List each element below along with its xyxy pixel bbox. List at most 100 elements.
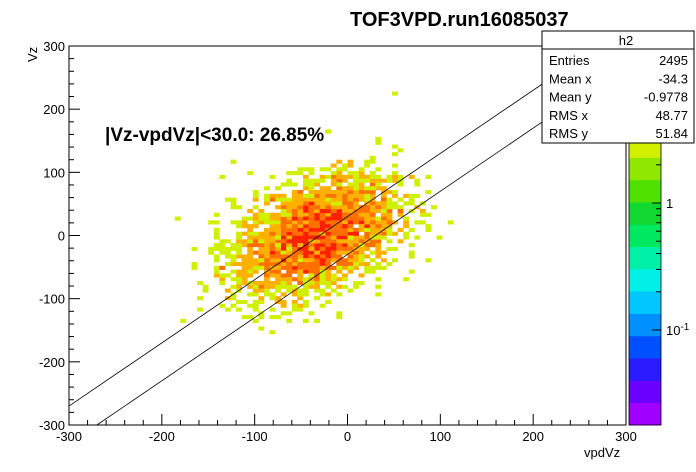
heatmap-cell bbox=[280, 201, 287, 206]
heatmap-cell bbox=[269, 235, 276, 240]
heatmap-cell bbox=[297, 171, 304, 176]
heatmap-cell bbox=[341, 235, 348, 240]
heatmap-cell bbox=[347, 254, 354, 259]
heatmap-cell bbox=[353, 212, 359, 217]
heatmap-cell bbox=[375, 254, 382, 259]
heatmap-cell bbox=[314, 227, 320, 233]
heatmap-cell bbox=[308, 205, 315, 210]
heatmap-cell bbox=[297, 277, 304, 282]
heatmap-cell bbox=[347, 231, 354, 236]
heatmap-cell bbox=[375, 235, 382, 240]
heatmap-cell bbox=[336, 265, 343, 270]
heatmap-cell bbox=[330, 182, 337, 187]
heatmap-cell bbox=[263, 212, 270, 217]
heatmap-cell bbox=[392, 231, 398, 236]
palette-segment bbox=[629, 291, 661, 314]
heatmap-cell bbox=[314, 212, 320, 217]
heatmap-cell bbox=[353, 227, 359, 233]
heatmap-cell bbox=[392, 171, 398, 176]
heatmap-cell bbox=[291, 190, 298, 195]
heatmap-cell bbox=[347, 243, 354, 248]
heatmap-cell bbox=[275, 284, 281, 289]
heatmap-cell bbox=[302, 216, 309, 221]
heatmap-cell bbox=[247, 171, 254, 176]
heatmap-cell bbox=[230, 205, 237, 210]
heatmap-cell bbox=[319, 235, 326, 240]
heatmap-cell bbox=[358, 171, 365, 176]
y-tick-label: -200 bbox=[39, 355, 65, 370]
heatmap-cell bbox=[319, 227, 326, 233]
heatmap-cell bbox=[280, 292, 287, 297]
heatmap-cell bbox=[330, 277, 337, 282]
heatmap-cell bbox=[297, 205, 304, 210]
heatmap-cell bbox=[269, 330, 276, 335]
heatmap-cell bbox=[302, 250, 309, 255]
palette-segment bbox=[629, 358, 661, 381]
heatmap-cell bbox=[336, 254, 343, 259]
heatmap-cell bbox=[230, 254, 237, 259]
heatmap-cell bbox=[275, 250, 281, 255]
heatmap-cell bbox=[364, 262, 371, 267]
heatmap-cell bbox=[375, 292, 382, 297]
x-tick-label: 0 bbox=[344, 429, 351, 444]
heatmap-cell bbox=[375, 167, 382, 172]
stats-label: Entries bbox=[549, 53, 590, 68]
heatmap-cell bbox=[280, 246, 287, 251]
heatmap-cell bbox=[197, 280, 203, 286]
heatmap-cell bbox=[358, 254, 365, 259]
stats-value: 51.84 bbox=[655, 126, 688, 141]
heatmap-cell bbox=[286, 311, 293, 316]
heatmap-cell bbox=[213, 235, 220, 240]
heatmap-cell bbox=[369, 227, 376, 233]
heatmap-cell bbox=[308, 284, 315, 289]
heatmap-cell bbox=[397, 197, 404, 202]
heatmap-cell bbox=[408, 243, 415, 248]
heatmap-cell bbox=[258, 265, 265, 270]
heatmap-cell bbox=[258, 296, 265, 301]
heatmap-cell bbox=[369, 155, 376, 160]
heatmap-cell bbox=[280, 197, 287, 202]
heatmap-cell bbox=[325, 186, 332, 191]
heatmap-cell bbox=[247, 246, 254, 251]
heatmap-cell bbox=[252, 212, 259, 217]
heatmap-cell bbox=[330, 273, 337, 278]
heatmap-cell bbox=[247, 243, 254, 248]
heatmap-cell bbox=[297, 220, 304, 225]
heatmap-cell bbox=[269, 174, 276, 179]
heatmap-cell bbox=[319, 208, 326, 214]
heatmap-cell bbox=[258, 254, 265, 259]
heatmap-cell bbox=[386, 212, 393, 217]
heatmap-cell bbox=[347, 216, 354, 221]
heatmap-cell bbox=[336, 205, 343, 210]
heatmap-cell bbox=[403, 201, 410, 206]
heatmap-cell bbox=[258, 280, 265, 286]
heatmap-cell bbox=[241, 273, 248, 278]
heatmap-cell bbox=[263, 243, 270, 248]
heatmap-cell bbox=[319, 303, 326, 308]
heatmap-cell bbox=[308, 178, 315, 183]
heatmap-cell bbox=[375, 246, 382, 251]
heatmap-cell bbox=[269, 250, 276, 255]
heatmap-cell bbox=[341, 246, 348, 251]
heatmap-cell bbox=[330, 178, 337, 183]
heatmap-cell bbox=[380, 231, 387, 236]
heatmap-cell bbox=[308, 269, 315, 274]
heatmap-cell bbox=[247, 235, 254, 240]
heatmap-cell bbox=[380, 216, 387, 221]
heatmap-cell bbox=[247, 239, 254, 244]
heatmap-cell bbox=[341, 227, 348, 233]
heatmap-cell bbox=[197, 296, 203, 301]
x-tick-label: 200 bbox=[522, 429, 544, 444]
heatmap-cell bbox=[336, 201, 343, 206]
heatmap-cell bbox=[330, 205, 337, 210]
heatmap-cell bbox=[425, 227, 432, 233]
heatmap-cell bbox=[280, 182, 287, 187]
heatmap-cell bbox=[236, 280, 242, 286]
heatmap-cell bbox=[302, 197, 309, 202]
heatmap-cell bbox=[336, 262, 343, 267]
heatmap-cell bbox=[353, 186, 359, 191]
heatmap-cell bbox=[219, 280, 226, 286]
heatmap-cell bbox=[353, 235, 359, 240]
heatmap-cell bbox=[302, 182, 309, 187]
guide-lines bbox=[68, 45, 627, 426]
